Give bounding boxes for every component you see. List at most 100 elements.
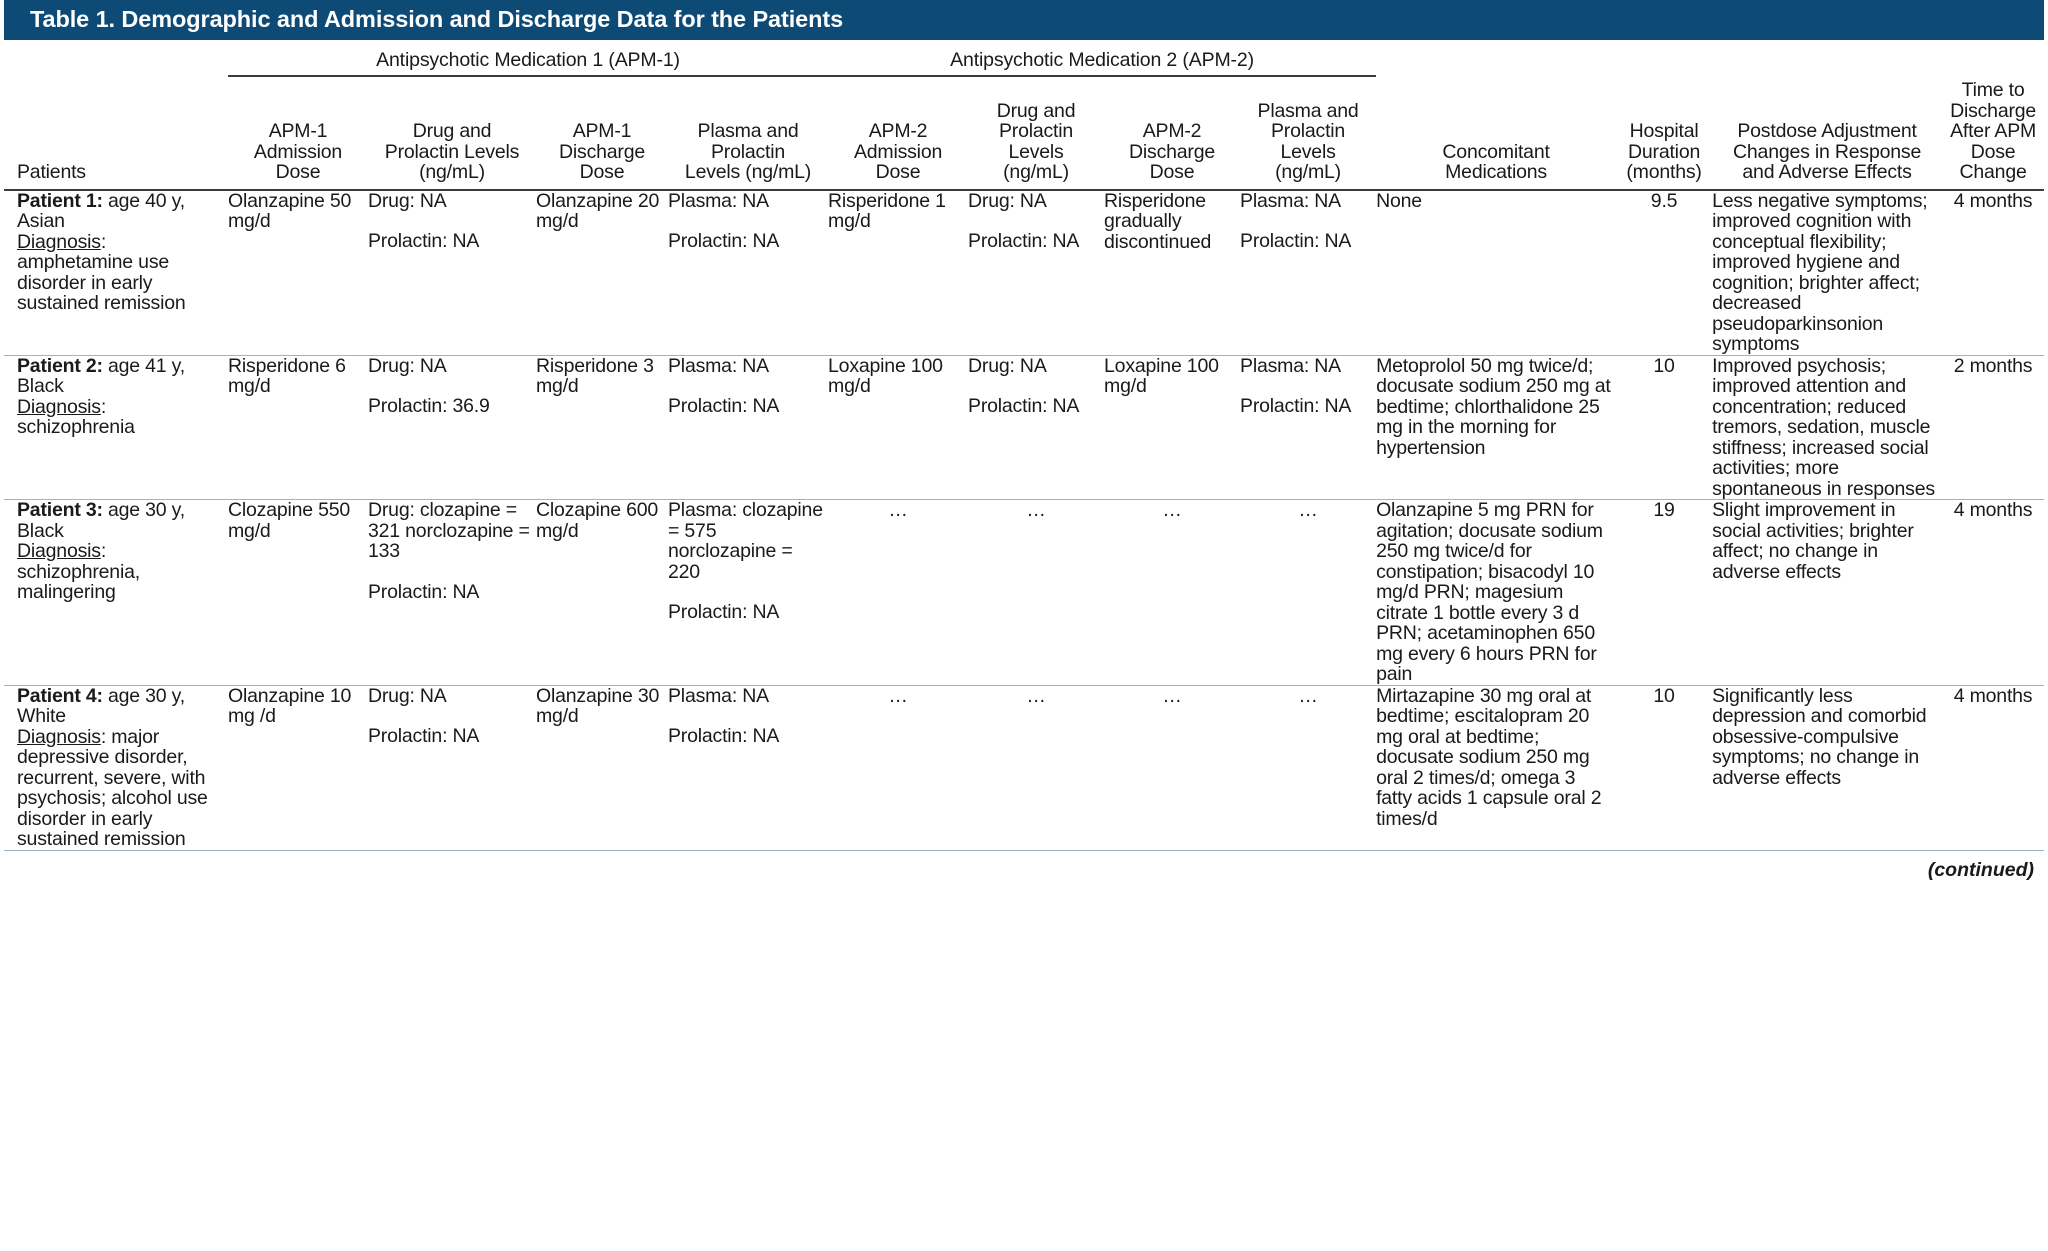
diagnosis-label: Diagnosis: [17, 395, 101, 418]
col-header-hospital-duration: Hospital Duration (months): [1616, 76, 1712, 189]
line-3: Levels: [1008, 140, 1064, 163]
cell-apm2-admission-dose: …: [828, 684, 969, 850]
line-4: Levels (ng/mL): [684, 161, 812, 183]
col-header-patients: Patients: [4, 76, 228, 189]
cell-apm1-discharge-dose: Olanzapine 20 mg/d: [536, 189, 660, 232]
patient-demographics: age 41 y, Black: [17, 354, 185, 397]
line-3: Duration: [1628, 140, 1701, 163]
prolactin-level: Prolactin: NA: [1240, 230, 1352, 252]
line-3: Prolactin Levels: [384, 140, 520, 163]
cell-apm2-discharge-levels: Plasma: NA Prolactin: NA: [1240, 354, 1377, 500]
cell-apm2-discharge-dose: Risperidone gradually discontinued: [1104, 189, 1212, 253]
col-header-concomitant-medications: Concomitant Medications: [1376, 76, 1616, 189]
line-2: APM-2: [868, 120, 928, 142]
plasma-level: Plasma: clozapine = 575 norclozapine = 2…: [668, 499, 823, 583]
continued-note: (continued): [1927, 858, 2034, 881]
spacer: [668, 211, 828, 231]
group-header-apm1: Antipsychotic Medication 1 (APM-1): [228, 40, 829, 77]
cell-patients: Patient 2: age 41 y, Black Diagnosis: sc…: [4, 354, 228, 500]
line-1: Drug and: [996, 99, 1076, 122]
col-header-time-to-discharge: Time to Discharge After APM Dose Change: [1942, 76, 2044, 189]
group-header-spacer-5: [1942, 40, 2044, 76]
cell-apm1-admission-levels: Drug: NA Prolactin: NA: [368, 190, 536, 356]
line-2: Discharge: [1950, 99, 2037, 122]
cell-apm2-discharge-dose: …: [1104, 499, 1241, 685]
prolactin-level: Prolactin: NA: [668, 230, 780, 252]
line-4: and Adverse Effects: [1742, 161, 1912, 183]
col-header-apm2-discharge-dose: APM-2 Discharge Dose: [1104, 76, 1240, 189]
cell-apm1-admission-dose: Risperidone 6 mg/d: [228, 354, 368, 500]
line-4: (ng/mL): [1275, 161, 1341, 183]
line-2: Hospital: [1629, 120, 1699, 142]
cell-apm1-discharge-levels: Plasma: clozapine = 575 norclozapine = 2…: [668, 499, 829, 685]
plasma-level: Plasma: NA: [668, 354, 769, 377]
line-3: Changes in Response: [1733, 140, 1922, 163]
drug-level: Drug: NA: [368, 354, 447, 377]
cell-concomitant-medications: Metoprolol 50 mg twice/d; docusate sodiu…: [1376, 354, 1617, 500]
cell-postdose-adjustment: Less negative symptoms; improved cogniti…: [1712, 189, 1928, 355]
group-header-spacer: [4, 40, 228, 76]
drug-level: Drug: NA: [968, 189, 1047, 212]
cell-concomitant-medications: None: [1376, 189, 1422, 212]
patient-name: Patient 2:: [17, 354, 103, 377]
group-header-spacer-3: [1616, 40, 1712, 76]
col-header-patients-line-4: Patients: [17, 161, 86, 183]
col-header-apm2-discharge-levels: Plasma and Prolactin Levels (ng/mL): [1240, 76, 1376, 189]
cell-hospital-duration: 19: [1616, 499, 1713, 685]
patient-name: Patient 4:: [17, 684, 103, 707]
spacer: [668, 376, 828, 396]
cell-time-to-discharge: 2 months: [1942, 354, 2045, 500]
cell-apm2-admission-dose: Loxapine 100 mg/d: [828, 354, 969, 500]
table-title: Table 1. Demographic and Admission and D…: [4, 0, 2044, 40]
line-3: Admission: [253, 140, 343, 163]
diagnosis-label: Diagnosis: [17, 725, 101, 748]
cell-apm1-admission-levels: Drug: clozapine = 321 norclozapine = 133…: [368, 499, 536, 685]
drug-level: Drug: clozapine = 321 norclozapine = 133: [368, 499, 530, 562]
line-3: Discharge: [1129, 140, 1216, 163]
cell-apm1-discharge-dose: Risperidone 3 mg/d: [536, 354, 668, 500]
demographic-admission-discharge-table: Antipsychotic Medication 1 (APM-1) Antip…: [4, 40, 2045, 851]
plasma-level: Plasma: NA: [668, 189, 769, 212]
line-2: Drug and: [412, 120, 492, 142]
plasma-level: Plasma: NA: [1240, 354, 1341, 377]
cell-apm1-discharge-dose: Olanzapine 30 mg/d: [536, 684, 668, 850]
line-2: Postdose Adjustment: [1737, 120, 1917, 142]
cell-time-to-discharge: 4 months: [1942, 684, 2045, 850]
plasma-level: Plasma: NA: [1240, 189, 1341, 212]
table-row: Patient 2: age 41 y, Black Diagnosis: sc…: [4, 354, 2045, 500]
cell-apm2-admission-levels: …: [968, 499, 1105, 685]
line-4: Dose: [579, 161, 625, 183]
prolactin-level: Prolactin: NA: [668, 395, 780, 417]
spacer: [1240, 376, 1376, 396]
col-header-apm2-admission-dose: APM-2 Admission Dose: [828, 76, 968, 189]
line-4: Dose: [1970, 140, 2016, 163]
line-2: Prolactin: [1271, 120, 1346, 142]
line-4: Dose: [275, 161, 321, 183]
line-3: Discharge: [559, 140, 645, 163]
cell-time-to-discharge: 4 months: [1942, 499, 2045, 685]
prolactin-level: Prolactin: 36.9: [368, 395, 490, 417]
cell-patients: Patient 1: age 40 y, Asian Diagnosis: am…: [4, 190, 228, 356]
cell-patients: Patient 4: age 30 y, White Diagnosis: ma…: [4, 684, 228, 850]
line-3: Levels: [1280, 140, 1336, 163]
diagnosis-text: : amphetamine use disorder in early sust…: [17, 230, 186, 314]
cell-apm2-discharge-dose: Loxapine 100 mg/d: [1104, 354, 1241, 500]
spacer: [368, 706, 536, 726]
cell-apm2-admission-levels: …: [968, 684, 1105, 850]
col-header-apm1-discharge-levels: Plasma and Prolactin Levels (ng/mL): [668, 76, 828, 189]
cell-apm1-discharge-levels: Plasma: NA Prolactin: NA: [668, 190, 828, 356]
diagnosis-label: Diagnosis: [17, 540, 101, 562]
line-4: (ng/mL): [1003, 161, 1069, 183]
spacer: [668, 582, 828, 602]
cell-apm1-admission-levels: Drug: NA Prolactin: NA: [368, 684, 536, 850]
line-1: Time to: [1961, 79, 2025, 101]
diagnosis-label: Diagnosis: [17, 230, 101, 253]
line-2: APM-1: [268, 120, 328, 142]
patient-demographics: age 40 y, Asian: [17, 189, 185, 232]
spacer: [368, 376, 536, 396]
cell-apm2-discharge-dose: …: [1104, 684, 1241, 850]
patient-name: Patient 1:: [17, 189, 103, 212]
drug-level: Drug: NA: [368, 684, 447, 707]
spacer: [1240, 211, 1376, 231]
spacer: [368, 211, 536, 231]
